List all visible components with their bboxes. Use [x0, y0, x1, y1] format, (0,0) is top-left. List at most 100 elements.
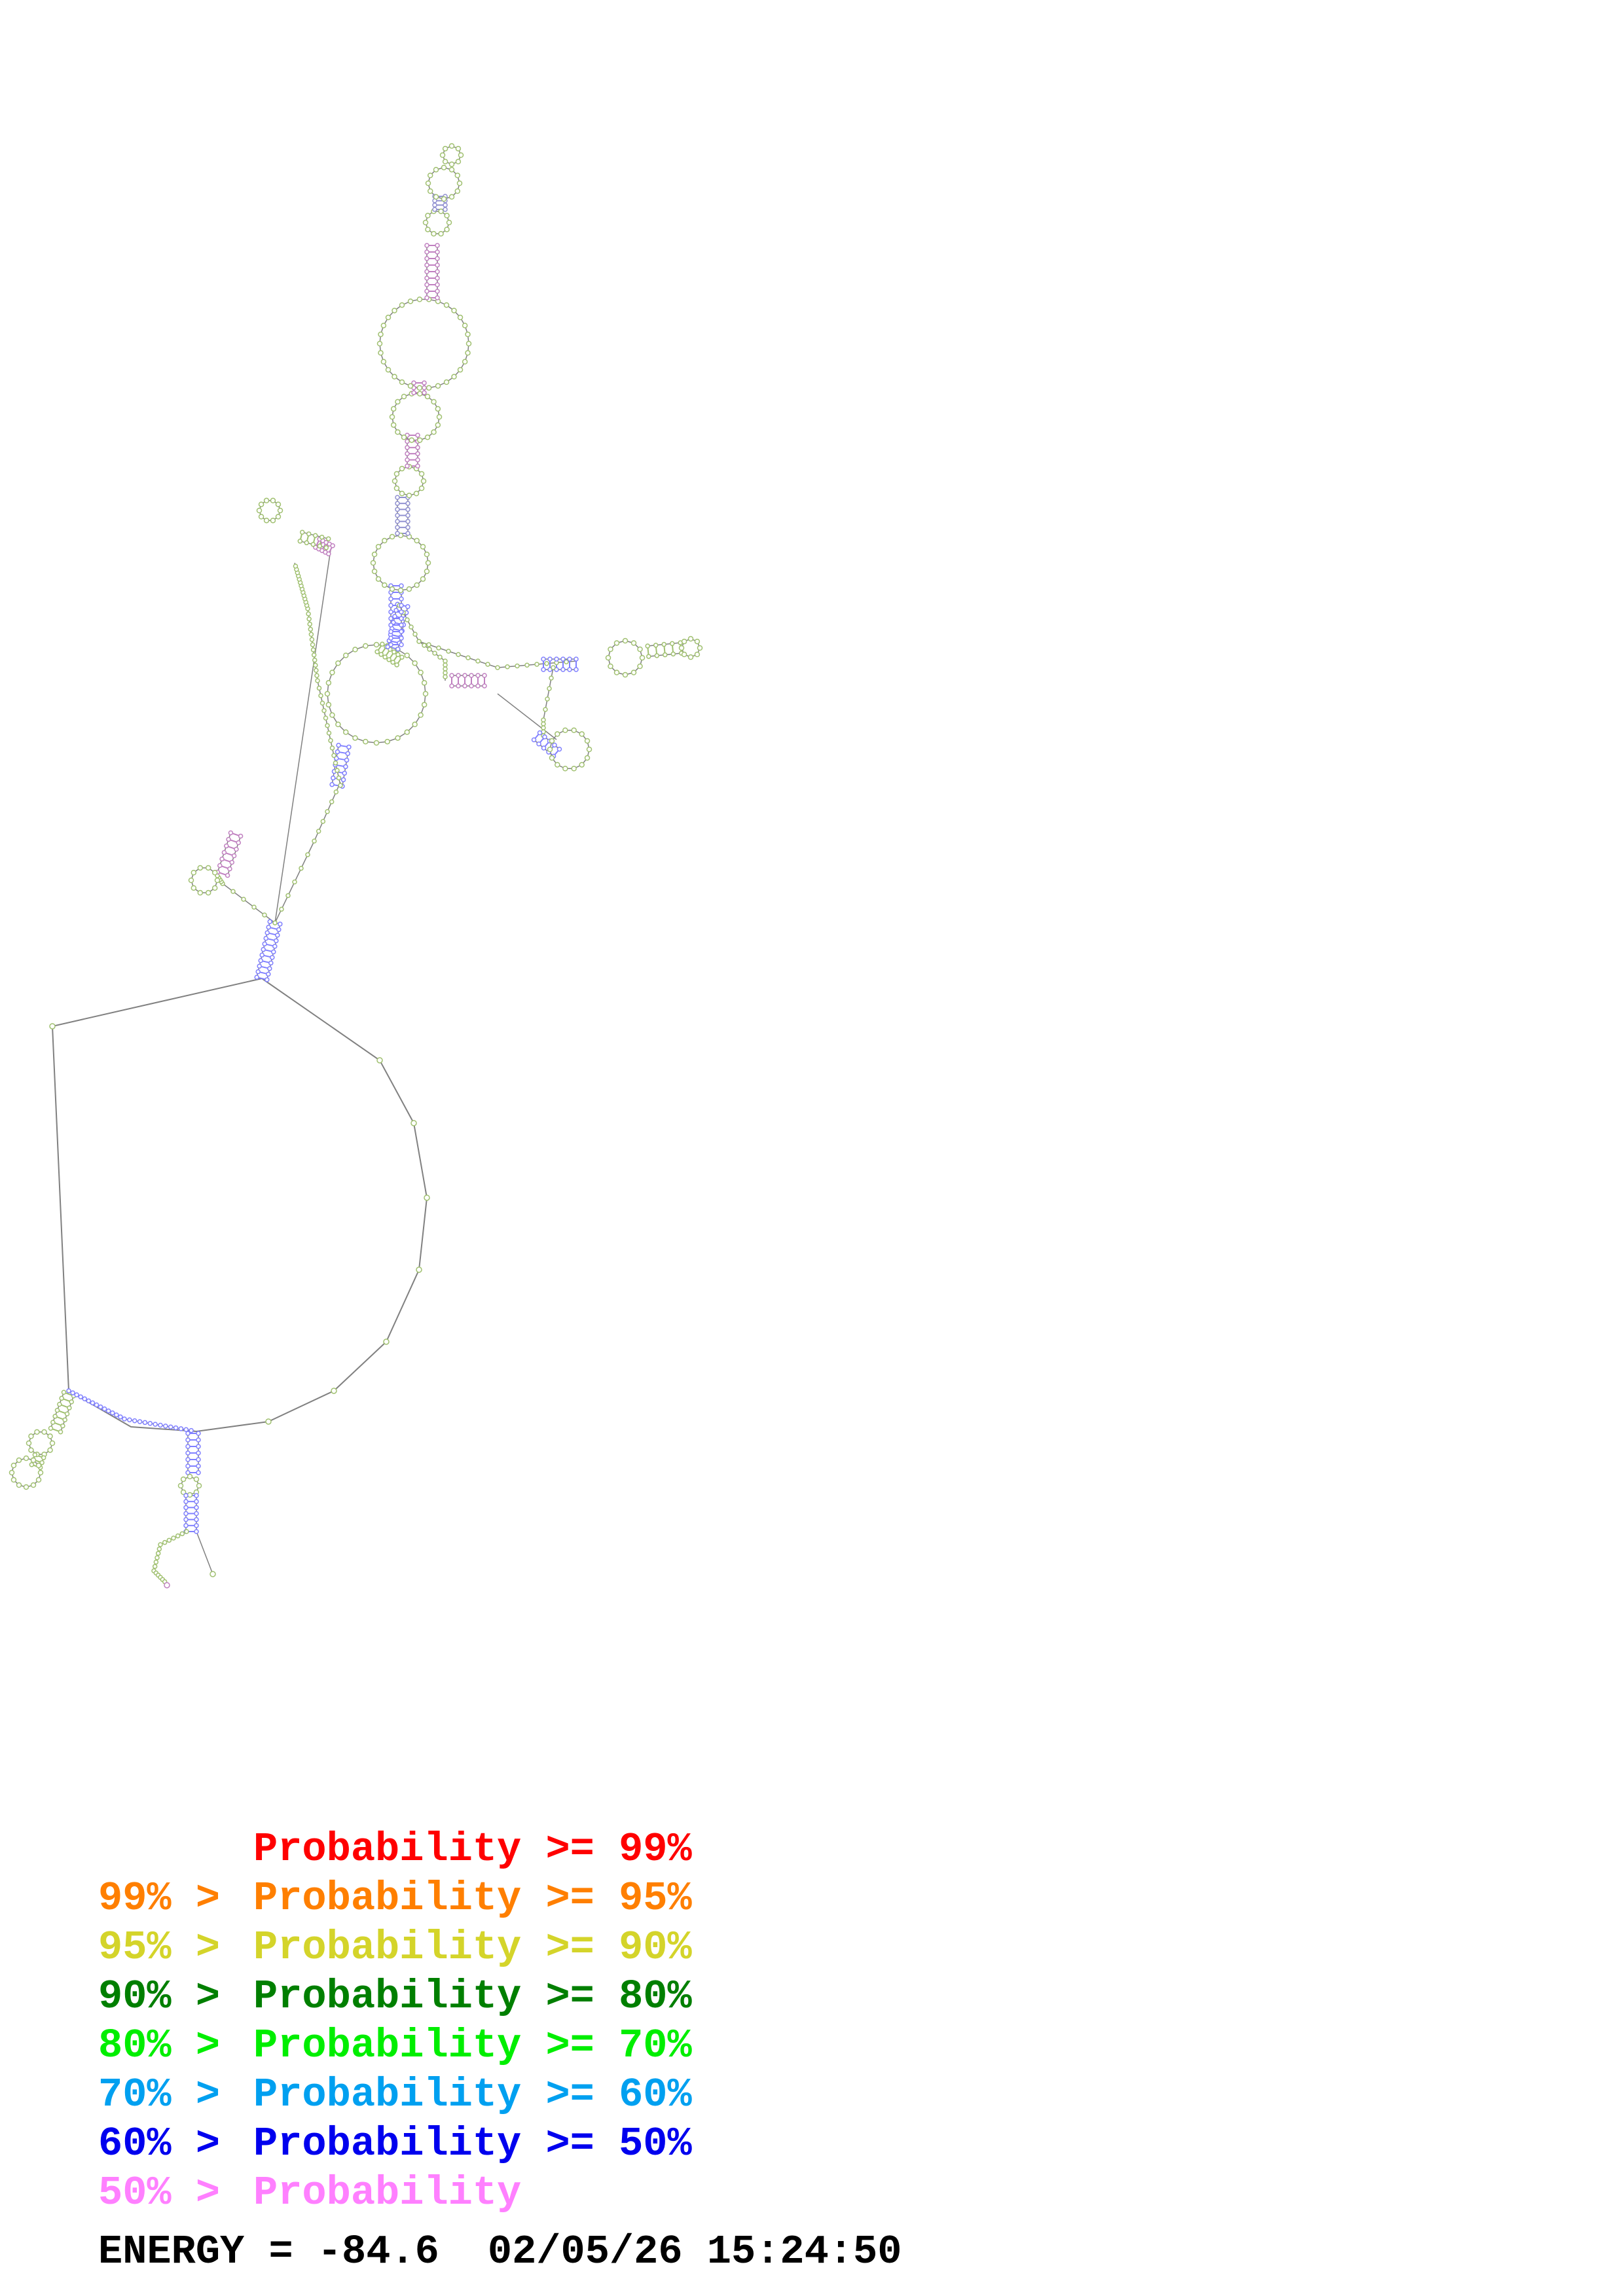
nucleotide: [382, 582, 388, 588]
nucleotide: [363, 643, 369, 649]
legend-prefix: 50% >: [98, 2170, 221, 2216]
nucleotide: [393, 471, 400, 477]
nucleotide: [29, 1462, 35, 1467]
nucleotide: [158, 1542, 163, 1547]
nucleotide: [378, 652, 384, 657]
nucleotide: [543, 707, 548, 712]
nucleotide: [436, 414, 443, 420]
nucleotide: [425, 560, 431, 566]
nucleotide: [319, 700, 325, 706]
nucleotide: [451, 308, 457, 314]
nucleotide: [537, 730, 543, 736]
nucleotide: [446, 219, 452, 226]
nucleotide: [469, 673, 474, 678]
nucleotide: [292, 879, 297, 885]
nucleotide: [308, 626, 314, 632]
nucleotide: [556, 746, 562, 752]
nucleotide: [392, 649, 397, 655]
nucleotide: [173, 1425, 179, 1431]
nucleotide: [211, 885, 218, 891]
nucleotide: [205, 865, 211, 871]
nucleotide: [378, 350, 384, 356]
nucleotide: [415, 457, 420, 463]
nucleotide: [196, 1463, 201, 1469]
nucleotide: [185, 1444, 191, 1449]
nucleotide: [418, 670, 424, 675]
nucleotide: [16, 1457, 22, 1463]
nucleotide: [153, 1422, 158, 1427]
nucleotide: [114, 1412, 119, 1418]
nucleotide: [312, 838, 317, 844]
legend-label: Probability: [253, 2170, 522, 2216]
nucleotide: [435, 262, 440, 268]
nucleotide: [392, 308, 397, 314]
nucleotide: [439, 152, 446, 158]
legend-row: 60% > Probability >= 50%: [98, 2119, 692, 2168]
nucleotide: [435, 243, 440, 248]
nucleotide: [405, 604, 410, 609]
nucleotide: [217, 863, 223, 869]
nucleotide: [330, 543, 335, 548]
nucleotide: [312, 533, 318, 538]
nucleotide: [426, 642, 431, 647]
nucleotide: [188, 877, 194, 884]
nucleotide: [264, 977, 270, 982]
nucleotide: [299, 529, 305, 535]
legend-row: 90% > Probability >= 80%: [98, 1972, 692, 2021]
legend-row: 70% > Probability >= 60%: [98, 2070, 692, 2119]
nucleotide: [196, 1450, 201, 1456]
nucleotide: [163, 1424, 168, 1429]
nucleotide: [35, 1462, 42, 1469]
nucleotide: [608, 663, 613, 670]
nucleotide: [417, 391, 423, 397]
nucleotide: [465, 655, 471, 660]
nucleotide: [541, 656, 546, 662]
nucleotide: [158, 1422, 163, 1428]
nucleotide: [458, 152, 464, 158]
nucleotide: [183, 1523, 189, 1528]
nucleotide: [405, 463, 410, 469]
nucleotide: [110, 1410, 115, 1416]
nucleotide: [340, 777, 346, 783]
nucleotide: [293, 564, 299, 569]
nucleotide: [261, 946, 266, 952]
nucleotide: [443, 662, 448, 668]
nucleotide: [50, 1420, 56, 1425]
nucleotide: [409, 624, 414, 630]
nucleotide: [343, 764, 348, 770]
nucleotide: [346, 744, 352, 750]
nucleotide: [258, 958, 263, 963]
nucleotide: [335, 749, 340, 755]
nucleotide: [389, 586, 395, 592]
legend-prefix: 70% >: [98, 2072, 221, 2118]
nucleotide: [37, 1469, 44, 1476]
nucleotide: [469, 683, 474, 689]
nucleotide: [155, 1555, 160, 1560]
nucleotide: [388, 609, 393, 615]
nucleotide: [370, 560, 376, 566]
nucleotide: [315, 678, 320, 683]
nucleotide: [399, 603, 404, 608]
nucleotide: [329, 712, 335, 718]
nucleotide: [475, 673, 481, 678]
nucleotide: [191, 885, 197, 891]
nucleotide: [413, 490, 420, 497]
nucleotide: [263, 935, 268, 941]
nucleotide: [622, 637, 629, 644]
nucleotide: [482, 683, 487, 689]
nucleotide: [374, 649, 380, 655]
nucleotide: [127, 1417, 132, 1423]
nucleotide: [552, 742, 557, 748]
nucleotide: [390, 406, 397, 412]
nucleotide: [420, 576, 426, 582]
legend-label: Probability >= 95%: [253, 1875, 692, 1922]
nucleotide: [462, 359, 468, 365]
nucleotide: [555, 762, 560, 768]
nucleotide: [184, 1529, 189, 1534]
nucleotide: [194, 1523, 199, 1528]
nucleotide: [438, 230, 444, 237]
nucleotide: [412, 721, 418, 728]
nucleotide: [155, 1551, 161, 1556]
legend-prefix: 90% >: [98, 1973, 221, 2020]
nucleotide: [388, 622, 393, 628]
